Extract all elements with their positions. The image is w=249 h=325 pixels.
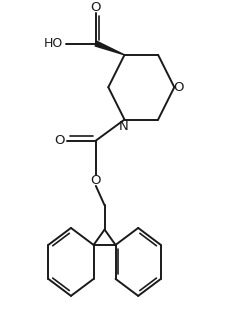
Text: O: O xyxy=(91,174,101,187)
Text: HO: HO xyxy=(44,37,63,50)
Text: O: O xyxy=(173,81,183,94)
Polygon shape xyxy=(95,41,124,55)
Text: O: O xyxy=(91,2,101,15)
Text: O: O xyxy=(55,134,65,147)
Text: N: N xyxy=(118,120,128,133)
